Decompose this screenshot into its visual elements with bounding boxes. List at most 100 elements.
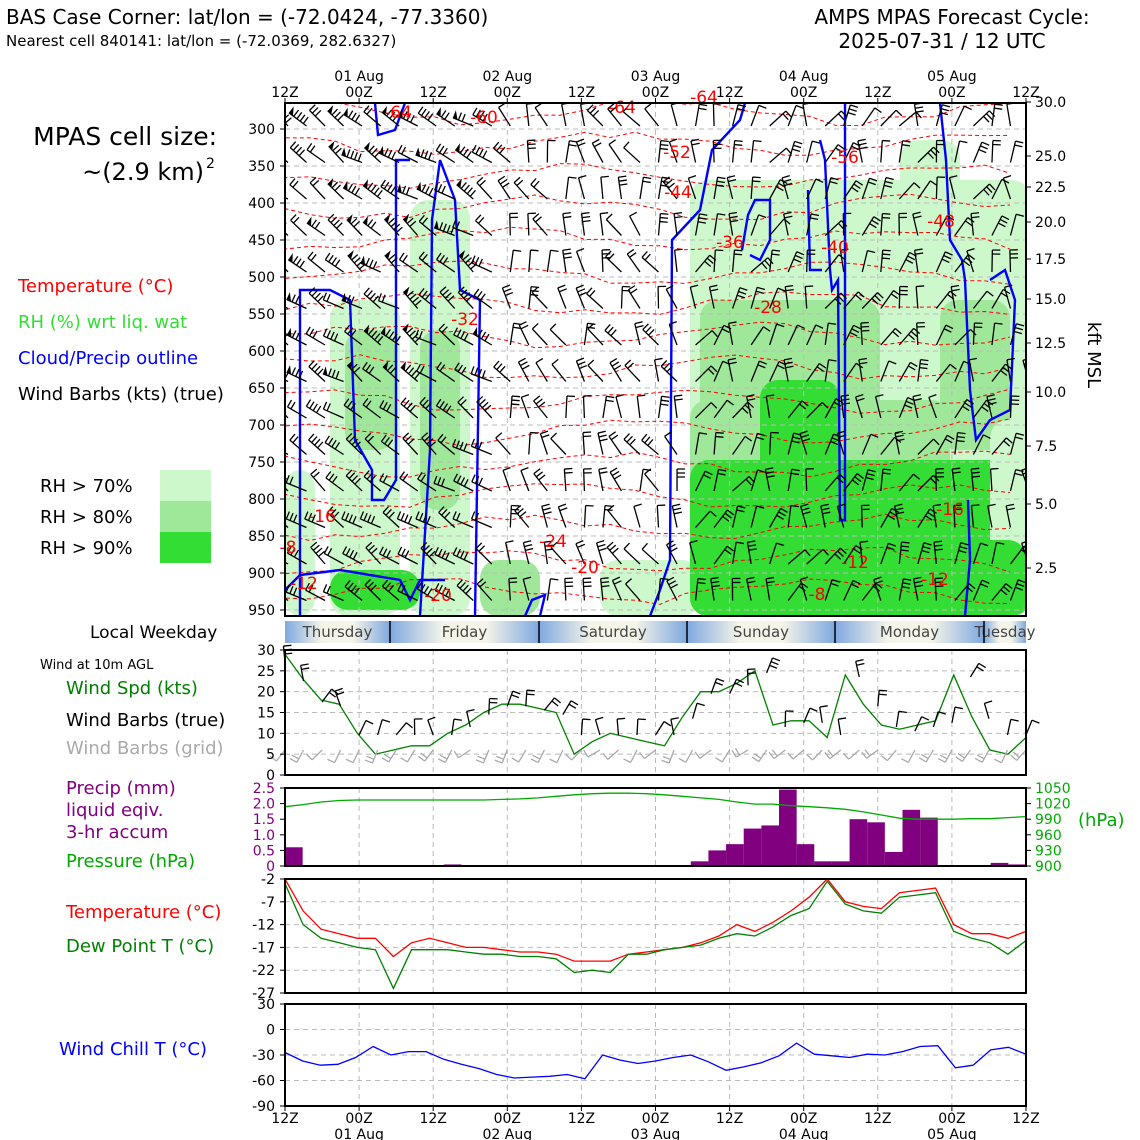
- upper-wind-barb: [787, 105, 797, 127]
- wind-barb-true-tick: [466, 708, 475, 713]
- upper-wind-barb-tick: [747, 401, 754, 409]
- upper-wind-barb: [602, 396, 608, 419]
- upper-wind-barb-tick: [711, 584, 720, 588]
- upper-wind-barb: [557, 506, 567, 528]
- upper-wind-barb-tick: [601, 585, 610, 588]
- wind-barb-true-tick: [954, 706, 963, 710]
- y-tick-label: 0: [266, 768, 275, 784]
- upper-wind-barb-tick: [729, 215, 738, 219]
- legend-rh: RH (%) wrt liq. wat: [18, 312, 187, 333]
- upper-wind-barb-tick: [855, 294, 863, 301]
- upper-wind-barb-tick: [1042, 588, 1048, 594]
- upper-wind-barb-tick: [910, 330, 918, 338]
- upper-wind-barb-tick: [324, 435, 330, 443]
- upper-wind-barb-tick: [1045, 585, 1051, 591]
- upper-wind-barb-tick: [496, 363, 503, 371]
- upper-wind-barb-tick: [613, 364, 622, 371]
- upper-wind-barb-tick: [479, 581, 487, 588]
- upper-wind-barb-tick: [289, 141, 297, 149]
- upper-wind-barb-tick: [446, 224, 451, 233]
- upper-wind-barb-tick: [587, 322, 596, 325]
- upper-wind-barb: [1029, 400, 1042, 418]
- upper-wind-barb-tick: [477, 217, 485, 224]
- upper-wind-barb-tick: [667, 182, 675, 189]
- upper-wind-barb-tick: [983, 434, 991, 440]
- upper-wind-barb: [607, 509, 622, 528]
- upper-wind-barb-tick: [929, 180, 938, 186]
- upper-wind-barb: [378, 152, 400, 164]
- upper-wind-barb-tick: [746, 394, 755, 398]
- upper-wind-barb-tick: [922, 546, 931, 550]
- upper-wind-barb: [954, 432, 959, 455]
- upper-wind-barb: [673, 250, 678, 273]
- upper-wind-barb-tick: [535, 471, 543, 478]
- upper-wind-barb: [769, 287, 779, 309]
- upper-wind-barb-tick: [890, 293, 899, 299]
- wind-barb-true-tick: [526, 689, 535, 692]
- upper-wind-barb-tick: [388, 254, 396, 261]
- upper-wind-barb-tick: [482, 150, 488, 159]
- y-tick-label: 0: [266, 1023, 275, 1039]
- upper-wind-barb-tick: [698, 107, 707, 111]
- upper-wind-barb: [668, 324, 678, 346]
- wind-barb-grid-tick: [921, 753, 929, 760]
- upper-wind-barb-flag: [382, 360, 389, 370]
- upper-wind-barb: [917, 474, 934, 492]
- wind-barb-true: [616, 719, 620, 736]
- upper-wind-barb: [713, 545, 728, 565]
- top-time-label: 00Z: [345, 85, 372, 101]
- upper-wind-barb: [1006, 104, 1012, 127]
- upper-wind-barb-tick: [607, 326, 614, 334]
- upper-wind-barb: [287, 259, 307, 273]
- upper-wind-barb-tick: [541, 503, 550, 507]
- y-tick-label: 25: [257, 664, 275, 680]
- precip-legend-line2: liquid eqiv.: [66, 800, 163, 821]
- pressure-tick-label: 950: [248, 603, 275, 619]
- upper-wind-barb: [1009, 433, 1017, 455]
- upper-wind-barb-tick: [858, 142, 867, 146]
- upper-wind-barb: [381, 440, 400, 456]
- upper-wind-barb-tick: [499, 146, 506, 154]
- upper-wind-barb-tick: [944, 251, 953, 256]
- upper-wind-barb-flag: [400, 361, 407, 371]
- upper-wind-barb-tick: [308, 360, 315, 368]
- upper-wind-barb-tick: [577, 361, 586, 366]
- upper-wind-barb-tick: [654, 357, 663, 361]
- upper-wind-barb-tick: [888, 360, 897, 365]
- upper-wind-barb: [972, 399, 987, 419]
- upper-wind-barb-tick: [531, 286, 539, 294]
- upper-wind-barb-tick: [1016, 323, 1025, 327]
- upper-wind-barb-tick: [471, 255, 476, 264]
- upper-wind-barb-tick: [478, 148, 484, 157]
- wind-barb-true-tick: [336, 691, 345, 696]
- upper-wind-barb-tick: [896, 511, 905, 515]
- upper-wind-barb-tick: [895, 507, 904, 511]
- precip-bar: [708, 850, 727, 866]
- upper-wind-barb-tick: [799, 403, 807, 410]
- upper-wind-barb-tick: [353, 152, 358, 160]
- upper-wind-barb-tick: [327, 548, 333, 556]
- upper-wind-barb-flag: [403, 286, 410, 296]
- upper-wind-barb-tick: [309, 328, 315, 337]
- y-tick-label: 30: [257, 643, 275, 659]
- upper-wind-barb-tick: [598, 467, 607, 471]
- precip-bar: [920, 817, 938, 866]
- upper-wind-barb-tick: [966, 398, 974, 405]
- upper-wind-barb-tick: [1014, 144, 1023, 148]
- wind-barb-true-tick: [670, 717, 679, 720]
- upper-wind-barb-tick: [727, 357, 737, 361]
- upper-wind-barb-tick: [527, 147, 536, 150]
- wind-barb-grid-tick: [530, 758, 539, 764]
- upper-wind-barb-tick: [582, 215, 591, 219]
- upper-wind-barb-tick: [608, 253, 615, 260]
- upper-wind-barb-tick: [857, 291, 865, 298]
- upper-wind-barb-tick: [419, 396, 426, 404]
- upper-wind-barb-tick: [606, 395, 615, 399]
- upper-wind-barb-tick: [951, 284, 960, 288]
- upper-wind-barb: [525, 104, 530, 127]
- upper-wind-barb-tick: [365, 400, 372, 408]
- upper-wind-barb-tick: [981, 406, 989, 412]
- upper-wind-barb: [898, 252, 911, 273]
- upper-wind-barb-tick: [951, 288, 960, 292]
- upper-wind-barb: [653, 359, 660, 382]
